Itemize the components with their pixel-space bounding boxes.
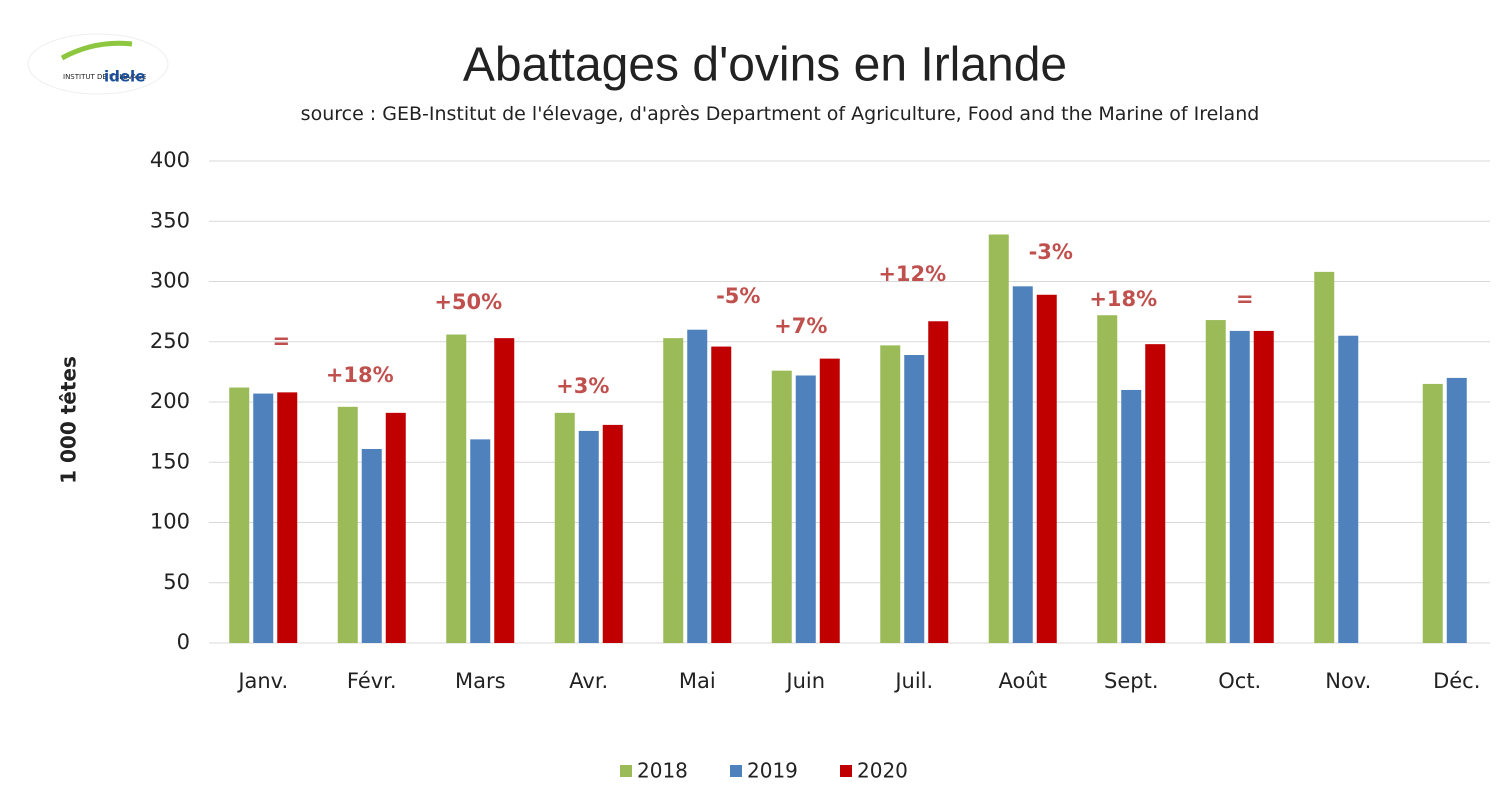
bar <box>494 338 515 643</box>
bar <box>1422 383 1443 643</box>
bar <box>928 321 949 643</box>
bar <box>880 345 901 643</box>
bar <box>663 338 684 643</box>
bar <box>277 392 298 643</box>
bar <box>1446 377 1467 643</box>
logo-small: INSTITUT DE L'ÉLEVAGE <box>63 72 146 81</box>
x-tick-label: Juin <box>784 669 825 693</box>
bar <box>554 412 575 643</box>
logo-brand: idele <box>104 68 145 86</box>
logo-badge <box>27 33 169 95</box>
y-tick-label: 250 <box>150 329 190 353</box>
annotation: -5% <box>716 284 760 308</box>
x-tick-label: Juil. <box>893 669 933 693</box>
annotation: = <box>1236 287 1254 311</box>
x-tick-label: Déc. <box>1433 669 1480 693</box>
x-tick-label: Août <box>999 669 1047 693</box>
legend-label: 2018 <box>637 759 688 783</box>
y-tick-label: 300 <box>150 269 190 293</box>
bar <box>1097 315 1118 643</box>
x-tick-label: Avr. <box>569 669 608 693</box>
annotation: -3% <box>1029 240 1073 264</box>
bar <box>446 334 467 643</box>
y-tick-label: 100 <box>150 510 190 534</box>
x-tick-label: Mars <box>455 669 506 693</box>
y-tick-label: 200 <box>150 389 190 413</box>
legend-label: 2019 <box>747 759 798 783</box>
legend-swatch <box>730 765 742 777</box>
bar <box>1338 335 1359 643</box>
bar <box>771 370 792 643</box>
bar <box>385 412 406 643</box>
bar <box>795 375 816 643</box>
y-tick-label: 0 <box>177 630 190 654</box>
bar <box>1036 294 1057 643</box>
bar <box>711 346 732 643</box>
bar <box>1229 330 1250 643</box>
annotation: +18% <box>1089 287 1157 311</box>
bar <box>1205 320 1226 643</box>
bar <box>904 355 925 643</box>
annotation: +18% <box>326 363 394 387</box>
x-tick-label: Mai <box>679 669 716 693</box>
annotation: +7% <box>774 314 827 338</box>
bar <box>229 387 250 643</box>
chart-subtitle: source : GEB-Institut de l'élevage, d'ap… <box>300 103 1260 125</box>
legend-label: 2020 <box>857 759 908 783</box>
annotation: +50% <box>434 290 502 314</box>
y-tick-label: 350 <box>150 208 190 232</box>
y-axis-label: 1 000 têtes <box>57 356 81 484</box>
y-tick-label: 50 <box>163 570 190 594</box>
annotation: = <box>272 329 290 353</box>
logo-swoosh <box>60 40 133 61</box>
bar <box>337 406 358 643</box>
x-tick-label: Janv. <box>236 669 288 693</box>
bar <box>687 329 708 643</box>
bar <box>1145 344 1166 643</box>
bar <box>470 439 491 643</box>
chart-title: Abattages d'ovins en Irlande <box>463 39 1067 92</box>
annotation: +3% <box>556 374 609 398</box>
bar <box>1121 389 1142 643</box>
bar <box>253 393 274 643</box>
bar <box>602 424 623 643</box>
x-tick-label: Sept. <box>1104 669 1159 693</box>
x-tick-label: Nov. <box>1325 669 1371 693</box>
bar <box>1314 271 1335 643</box>
bar <box>819 358 840 643</box>
x-tick-label: Févr. <box>347 669 397 693</box>
bar <box>578 430 599 643</box>
x-tick-label: Oct. <box>1218 669 1261 693</box>
bar <box>361 448 382 643</box>
legend-swatch <box>620 765 632 777</box>
bar <box>988 234 1009 643</box>
y-tick-label: 400 <box>150 148 190 172</box>
bar <box>1253 330 1274 643</box>
legend-swatch <box>840 765 852 777</box>
bar <box>1012 286 1033 643</box>
annotation: +12% <box>878 262 946 286</box>
y-tick-label: 150 <box>150 449 190 473</box>
